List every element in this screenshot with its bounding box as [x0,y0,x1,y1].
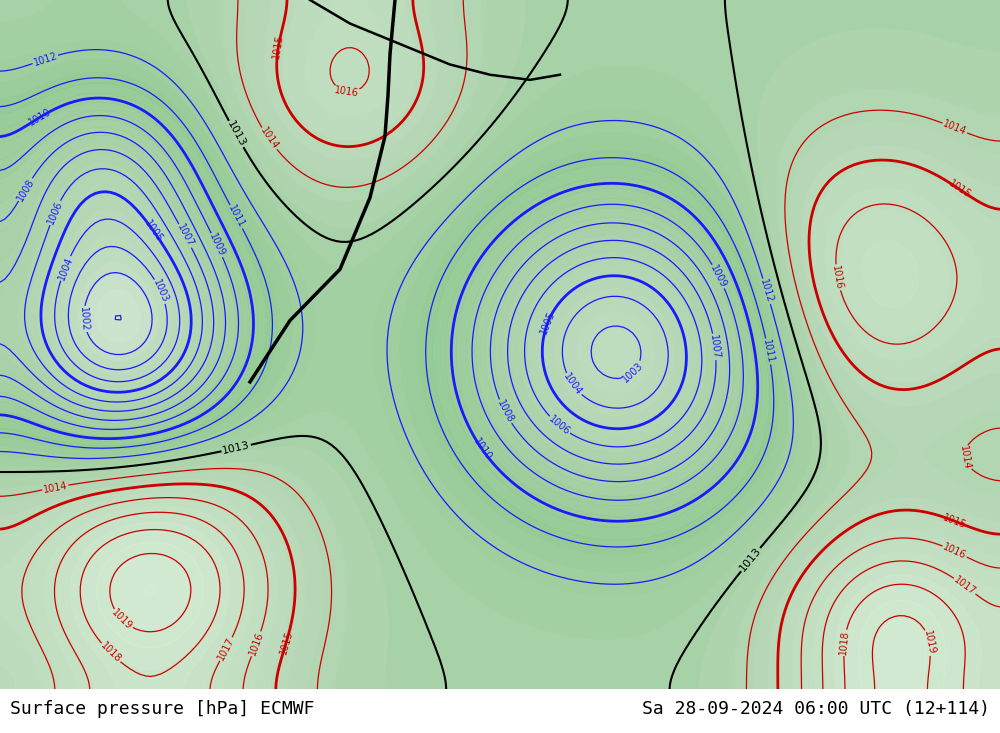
Text: 1013: 1013 [221,441,251,456]
Text: 1007: 1007 [175,223,195,249]
Text: 1016: 1016 [334,85,360,98]
Text: 1015: 1015 [278,630,294,656]
Text: 1004: 1004 [56,255,74,281]
Text: 1014: 1014 [258,126,280,152]
Text: 1004: 1004 [562,372,584,397]
Text: 1008: 1008 [15,177,36,202]
Text: 1018: 1018 [838,630,851,655]
Text: 1005: 1005 [539,309,557,336]
Text: 1006: 1006 [45,199,64,226]
Text: 1011: 1011 [226,204,246,230]
Text: Sa 28-09-2024 06:00 UTC (12+114): Sa 28-09-2024 06:00 UTC (12+114) [642,700,990,718]
Text: 1015: 1015 [272,33,285,59]
Text: 1009: 1009 [709,263,729,290]
Text: 1008: 1008 [495,398,515,424]
Text: 1009: 1009 [207,232,227,258]
Text: 1018: 1018 [98,641,123,665]
Text: 1014: 1014 [42,480,68,495]
Text: 1017: 1017 [216,636,236,663]
Text: 1003: 1003 [621,360,646,384]
Text: 1002: 1002 [78,306,90,332]
Text: 1012: 1012 [758,278,775,304]
Text: 1010: 1010 [27,106,53,128]
Text: 1016: 1016 [942,542,968,561]
Text: 1013: 1013 [225,119,247,149]
Text: 1013: 1013 [738,545,763,573]
Text: 1016: 1016 [830,265,844,290]
Text: Surface pressure [hPa] ECMWF: Surface pressure [hPa] ECMWF [10,700,314,718]
Text: 1011: 1011 [761,339,776,364]
Text: 1005: 1005 [142,218,165,244]
Text: 1019: 1019 [110,608,134,632]
Text: 1003: 1003 [151,278,170,304]
Text: 1015: 1015 [941,512,968,530]
Text: 1010: 1010 [471,437,494,463]
Text: 1019: 1019 [922,630,937,656]
Text: 1014: 1014 [942,119,968,137]
Text: 1007: 1007 [708,334,721,360]
Text: 1015: 1015 [947,179,973,201]
Text: 1006: 1006 [547,413,572,437]
Text: 1012: 1012 [32,51,58,67]
Text: 1017: 1017 [952,575,978,597]
Text: 1016: 1016 [247,630,265,657]
Text: 1014: 1014 [958,445,972,471]
